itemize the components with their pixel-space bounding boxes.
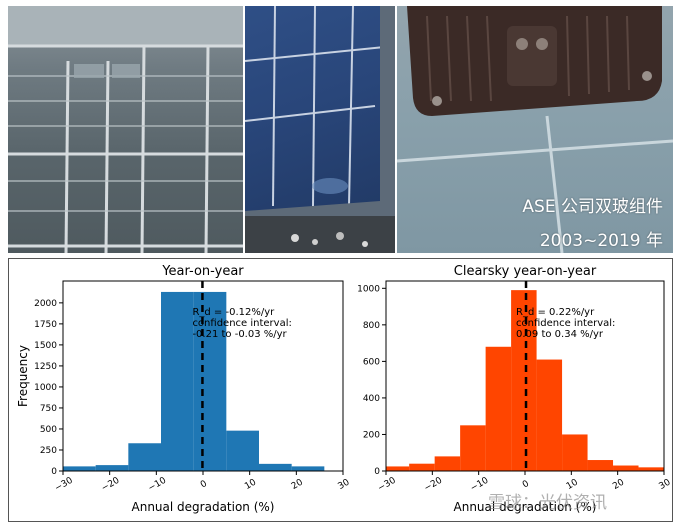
chart2-annotation-0: R_d = 0.22%/yr [516,307,595,318]
chart2-title: Clearsky year-on-year [454,264,597,279]
chart1-bar-3 [161,291,194,471]
chart2-bar-2 [434,456,461,471]
chart1-ytick-label-2: 500 [40,425,57,435]
chart1-annotation-1: confidence interval: [192,318,291,329]
chart2-ytick-label-0: 0 [374,467,380,477]
chart1-xlabel: Annual degradation (%) [132,500,275,514]
chart2-ytick-label-2: 400 [363,394,380,404]
chart1-bar-0 [63,466,96,471]
chart1-ylabel: Frequency [16,345,30,407]
chart1-xtick-label-5: 20 [290,477,305,492]
chart2-bar-3 [460,425,486,471]
chart2-ytick-label-1: 200 [363,430,380,440]
chart1-ytick-label-3: 750 [40,404,57,414]
chart1-bar-1 [95,465,129,471]
chart2-bar-0 [386,466,410,471]
chart2-bar-10 [638,467,664,471]
chart1-xtick-label-4: 10 [243,477,258,492]
watermark: 雪球：光伏资讯 [488,493,607,513]
overlay-title: ASE 公司双玻组件 [522,197,663,217]
chart1-annotation-0: R_d = -0.12%/yr [192,307,275,318]
chart1-xtick-label-2: −10 [147,476,169,494]
chart1-bar-7 [291,466,325,471]
chart2-bar-5 [511,290,537,471]
chart2-bar-9 [613,465,639,471]
chart1-xtick-label-1: −20 [100,476,122,494]
chart2-bar-7 [562,434,588,471]
chart2-xtick-label-1: −20 [423,476,445,494]
chart1-annotation-2: -0.21 to -0.03 %/yr [192,329,287,340]
chart2-ytick-label-5: 1000 [357,284,380,294]
chart1-xtick-label-6: 30 [337,477,352,492]
chart1-ytick-label-0: 0 [51,467,57,477]
chart1-xtick-label-0: −30 [53,476,75,494]
chart2-annotation-1: confidence interval: [516,318,615,329]
chart2-xtick-label-3: 0 [521,479,531,491]
chart1-bar-6 [259,463,292,471]
chart1-title: Year-on-year [161,264,244,279]
chart1-bar-2 [128,443,161,471]
chart2-xtick-label-5: 20 [611,477,626,492]
chart2-bar-6 [536,359,563,471]
chart1-ytick-label-1: 250 [40,446,57,456]
chart2-xtick-label-6: 30 [658,477,672,492]
chart2-bar-8 [587,460,614,471]
chart2-ytick-label-4: 800 [363,321,380,331]
photo-junction-box [397,6,673,253]
histogram-charts: Year-on-year −30 −20 −10 0 10 20 30 0 250 500 750 10… [16,264,673,514]
chart1-ytick-label-5: 1250 [34,362,57,372]
chart1-bar-4 [193,291,227,471]
chart1-xtick-label-3: 0 [199,479,209,491]
chart-frame: Year-on-year −30 −20 −10 0 10 20 30 0 250 500 750 10… [8,258,673,522]
chart1-ytick-label-4: 1000 [34,383,57,393]
chart2-bar-1 [409,463,435,471]
photo-blue-cells [245,6,395,253]
chart2-annotation-2: 0.09 to 0.34 %/yr [516,329,604,340]
chart2-xtick-label-0: −30 [376,476,398,494]
chart1-ytick-label-8: 2000 [34,299,57,309]
junction-box-drawing [397,6,673,253]
chart1-ytick-label-7: 1750 [34,320,57,330]
blue-cells-drawing [245,6,395,253]
photo-module-surface [8,6,243,253]
module-photos: ASE 公司双玻组件 2003~2019 年 [8,6,673,253]
chart2-ytick-label-3: 600 [363,357,380,367]
chart1-ytick-label-6: 1500 [34,341,57,351]
chart2-bar-4 [485,346,512,471]
chart1-bar-5 [226,430,259,471]
overlay-years: 2003~2019 年 [539,231,663,251]
module-surface-drawing [8,6,243,253]
chart2-xlabel: Annual degradation (%) [454,500,597,514]
